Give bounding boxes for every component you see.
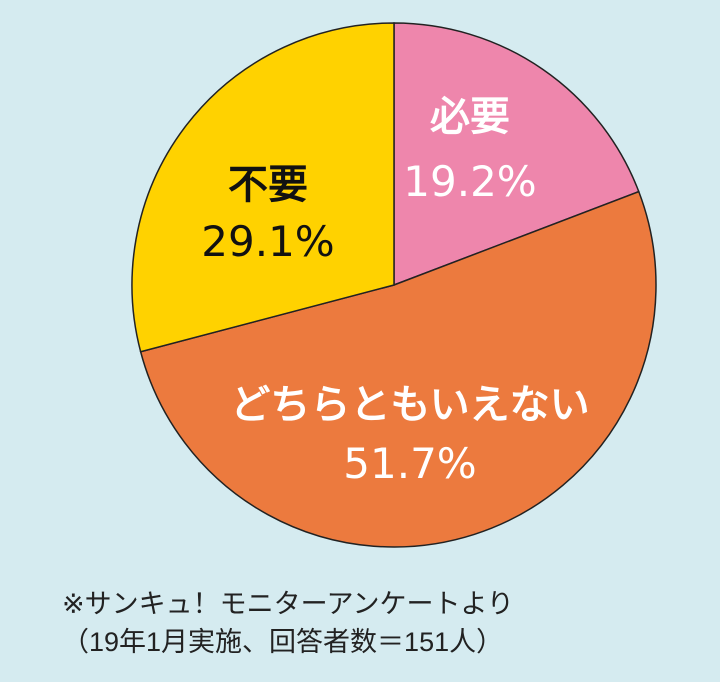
slice-value-label: 19.2% [403,157,536,206]
pie-slice [131,22,395,353]
slice-label: どちらともいえない [230,382,589,428]
survey-detail-note: （19年1月実施、回答者数＝151人） [62,627,504,657]
pie-slice [139,190,657,548]
slice-label: 必要 [430,94,510,140]
slice-value-label: 29.1% [201,217,334,266]
slice-value-label: 51.7% [343,439,476,488]
pie-slice [393,22,640,287]
slice-label: 不要 [228,162,308,208]
pie-chart: 必要 19.2% どちらともいえない 51.7% 不要 29.1% [131,22,657,548]
source-note: ※サンキュ！モニターアンケートより [62,589,514,619]
